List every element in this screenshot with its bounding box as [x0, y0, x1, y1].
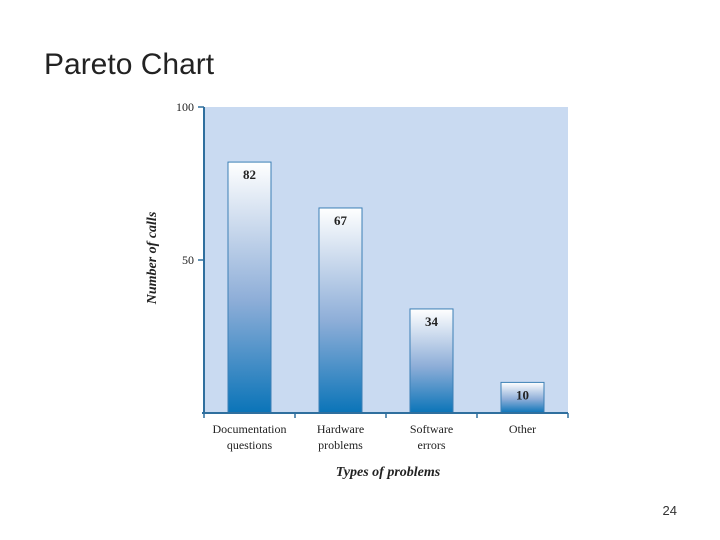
- x-axis-label: Types of problems: [336, 465, 441, 480]
- bar-value-label: 82: [243, 167, 256, 182]
- x-tick-label: Other: [509, 422, 536, 436]
- x-tick-label: problems: [318, 438, 363, 452]
- axis-ticks-group: 50 100 Documentation questions Hardware probl…: [176, 100, 569, 452]
- bar: [409, 308, 454, 414]
- page-number: 24: [662, 503, 677, 518]
- bar: [227, 161, 272, 414]
- y-tick-label: 50: [182, 253, 194, 267]
- bars-group: 82 67 34 10: [227, 161, 545, 414]
- x-tick-label: errors: [418, 438, 446, 452]
- bar-value-label: 67: [334, 213, 348, 228]
- bar-value-label: 34: [425, 314, 439, 329]
- slide-title: Pareto Chart: [44, 48, 215, 81]
- x-tick-label: Software: [410, 422, 453, 436]
- bar-value-label: 10: [516, 387, 529, 402]
- bar: [500, 381, 545, 414]
- x-tick-label: questions: [227, 438, 273, 452]
- bar: [318, 207, 363, 414]
- x-tick-label: Documentation: [213, 422, 287, 436]
- y-axis-label: Number of calls: [145, 211, 160, 305]
- x-tick-label: Hardware: [317, 422, 364, 436]
- y-tick-label: 100: [176, 100, 194, 114]
